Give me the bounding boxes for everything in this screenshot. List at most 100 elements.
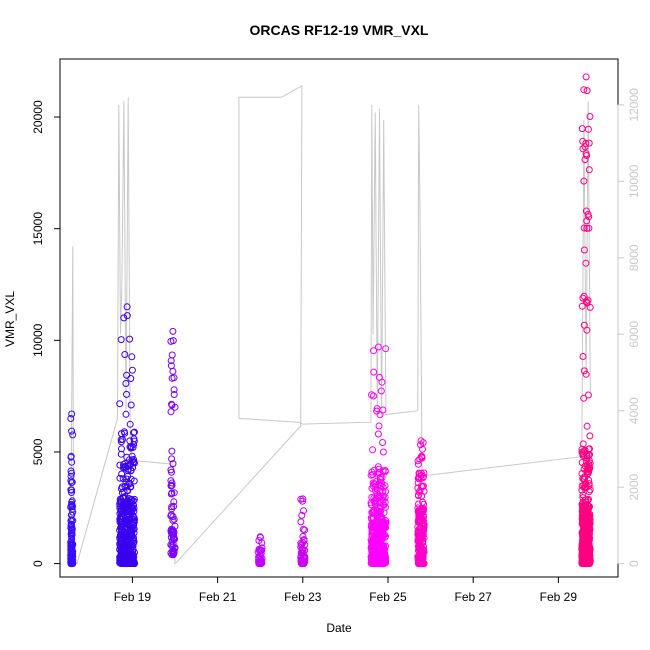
data-point <box>582 524 590 532</box>
data-point <box>579 440 587 448</box>
data-point <box>370 520 378 528</box>
data-point <box>379 533 387 541</box>
data-point <box>378 519 386 527</box>
data-point <box>255 556 263 564</box>
y-tick-label: 15000 <box>31 212 45 246</box>
y-tick-label: 10000 <box>31 323 45 357</box>
data-point <box>367 471 375 479</box>
y2-tick-label: 2000 <box>627 473 641 500</box>
data-point <box>126 420 134 428</box>
y-axis: 0 5000 10000 15000 20000 <box>31 100 61 567</box>
x-tick-label: Feb 27 <box>454 590 492 604</box>
data-point <box>68 427 76 435</box>
data-point <box>416 532 424 540</box>
data-point <box>256 533 264 541</box>
data-point <box>68 478 76 486</box>
data-point <box>129 546 137 553</box>
data-point <box>128 366 136 374</box>
data-point <box>128 353 136 361</box>
data-point <box>116 474 124 482</box>
data-point <box>416 535 424 543</box>
y2-tick-label: 6000 <box>627 321 641 348</box>
data-point <box>580 177 588 185</box>
data-point <box>379 439 387 446</box>
data-point <box>417 558 425 566</box>
data-point <box>129 464 137 472</box>
data-point <box>127 375 135 382</box>
data-point <box>169 547 177 555</box>
data-point <box>582 496 590 504</box>
data-point <box>583 422 591 430</box>
data-point <box>168 479 176 487</box>
data-point <box>170 489 178 497</box>
data-point <box>121 429 129 437</box>
data-point <box>67 540 75 547</box>
data-point <box>129 459 137 466</box>
data-point <box>583 217 591 225</box>
data-point <box>414 460 422 468</box>
data-point <box>585 213 593 221</box>
data-point <box>69 508 77 516</box>
data-point <box>168 468 175 476</box>
data-point <box>130 437 138 445</box>
data-point <box>130 428 138 436</box>
data-point <box>419 445 426 453</box>
data-point <box>118 554 126 562</box>
data-point <box>170 391 178 398</box>
data-point <box>374 430 382 438</box>
data-point <box>69 553 77 561</box>
data-point <box>370 392 377 400</box>
data-point <box>371 545 379 553</box>
data-point <box>374 558 382 566</box>
altitude-series <box>70 84 591 566</box>
data-point <box>578 540 586 548</box>
series-rf15 <box>254 533 266 568</box>
data-point <box>123 390 130 398</box>
data-point <box>117 438 125 446</box>
data-point <box>167 362 175 370</box>
data-point <box>581 156 589 164</box>
data-point <box>377 542 385 550</box>
data-point <box>579 508 587 515</box>
x-tick-label: Feb 19 <box>114 590 152 604</box>
data-point <box>581 143 589 151</box>
data-point <box>167 512 175 520</box>
data-point <box>258 544 266 552</box>
data-point <box>419 530 427 538</box>
data-point <box>118 470 126 478</box>
data-point <box>120 463 128 471</box>
data-point <box>68 501 76 509</box>
data-point <box>369 479 377 487</box>
data-point <box>167 337 175 345</box>
x-tick-label: Feb 25 <box>369 590 407 604</box>
data-point <box>122 556 130 564</box>
data-point <box>414 474 422 482</box>
data-point <box>116 400 124 408</box>
data-point <box>580 246 588 254</box>
data-point <box>369 446 377 454</box>
data-point <box>580 550 588 558</box>
data-point <box>379 496 387 504</box>
data-point <box>370 368 378 376</box>
data-point <box>299 497 306 505</box>
data-point <box>417 437 425 445</box>
data-point <box>116 541 124 549</box>
data-point <box>168 455 176 463</box>
plot-frame <box>59 58 619 578</box>
data-point <box>379 559 387 567</box>
x-tick-label: Feb 29 <box>540 590 578 604</box>
data-point <box>121 533 129 541</box>
data-point <box>579 536 587 544</box>
y-axis-label: VMR_VXL <box>3 291 17 347</box>
data-point <box>117 485 125 493</box>
data-point <box>123 303 131 311</box>
data-point <box>68 486 76 494</box>
data-point <box>580 321 588 329</box>
data-point <box>118 557 126 565</box>
data-point <box>300 537 308 544</box>
data-point <box>582 73 590 81</box>
data-point <box>168 537 176 545</box>
data-point <box>418 505 425 513</box>
data-point <box>579 145 587 153</box>
